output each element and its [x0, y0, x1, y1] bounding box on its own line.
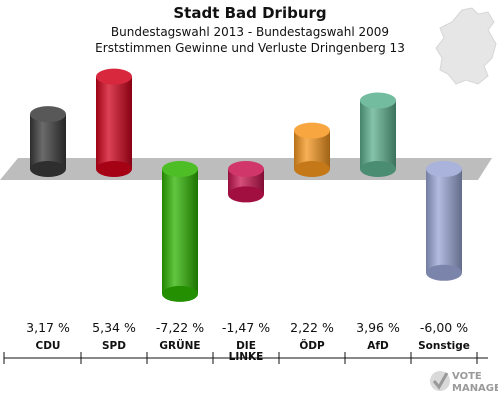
bar-cdu	[30, 106, 66, 177]
category-label-die-linke-2: LINKE	[229, 351, 264, 363]
value-label-gr-ne: -7,22 %	[156, 320, 204, 335]
bar-spd	[96, 68, 132, 177]
bar-sonstige	[426, 161, 462, 281]
value-label-dp: 2,22 %	[290, 320, 334, 335]
value-label-sonstige: -6,00 %	[420, 320, 468, 335]
bar-dp	[294, 122, 330, 177]
chart-title: Stadt Bad Driburg	[173, 4, 327, 22]
category-label-afd: AfD	[367, 340, 389, 352]
bar-die-linke	[228, 161, 264, 203]
bar-gr-ne	[162, 161, 198, 302]
value-label-cdu: 3,17 %	[26, 320, 70, 335]
value-label-spd: 5,34 %	[92, 320, 136, 335]
category-label-sonstige: Sonstige	[418, 340, 470, 352]
category-label-gr-ne: GRÜNE	[159, 338, 200, 352]
bar-afd	[360, 92, 396, 177]
category-label-cdu: CDU	[36, 340, 61, 352]
vote-manager-logo-word1: VOTE	[452, 371, 482, 382]
vote-manager-logo-word2: MANAGER	[452, 383, 498, 394]
value-label-die-linke: -1,47 %	[222, 320, 270, 335]
category-label-spd: SPD	[102, 340, 126, 352]
vote-manager-logo: VOTE MANAGER	[430, 371, 498, 394]
category-label-die-linke-1: DIE	[236, 340, 256, 352]
chart-subtitle: Bundestagswahl 2013 - Bundestagswahl 200…	[110, 25, 390, 39]
value-label-afd: 3,96 %	[356, 320, 400, 335]
category-label-dp: ÖDP	[299, 338, 325, 352]
chart-description: Erststimmen Gewinne und Verluste Dringen…	[95, 41, 405, 55]
